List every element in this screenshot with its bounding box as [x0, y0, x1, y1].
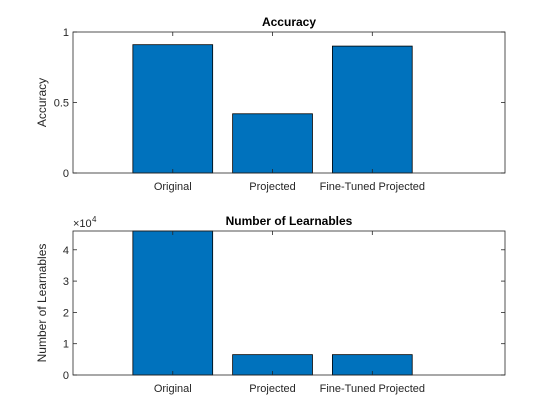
x-tick-label: Projected — [249, 181, 295, 193]
y-tick-label: 1 — [63, 339, 69, 351]
x-tick-label: Fine-Tuned Projected — [320, 181, 425, 193]
chart-2: Original Projected Fine-Tuned Projected 0 1 2… — [35, 214, 506, 395]
y-tick-label: 2 — [63, 307, 69, 319]
x-tick-label: Original — [154, 383, 192, 395]
bar-fine-tuned-projected — [331, 45, 413, 174]
y-tick-label: 0 — [63, 168, 69, 180]
y-tick-label: 0 — [63, 370, 69, 382]
y-tick-label: 1 — [63, 27, 69, 39]
y-tick-label: 4 — [63, 245, 69, 257]
y-exponent-label: ×10 — [73, 218, 92, 230]
bar-original — [132, 230, 214, 376]
bar-projected — [232, 113, 313, 174]
y-tick-label: 3 — [63, 276, 69, 288]
chart-title: Number of Learnables — [226, 214, 353, 228]
x-tick-label: Fine-Tuned Projected — [320, 383, 425, 395]
bar-original — [132, 44, 214, 174]
y-exponent-power: 4 — [92, 215, 97, 224]
axes-box — [72, 230, 506, 376]
y-tick-label: 0.5 — [54, 98, 69, 110]
chart-title: Accuracy — [262, 15, 316, 29]
y-axis-label: Number of Learnables — [35, 244, 49, 363]
chart-1: Original Projected Fine-Tuned Projected 0 0.… — [35, 15, 506, 193]
x-tick-label: Original — [154, 181, 192, 193]
x-tick-label: Projected — [249, 383, 295, 395]
y-axis-label: Accuracy — [35, 78, 49, 127]
